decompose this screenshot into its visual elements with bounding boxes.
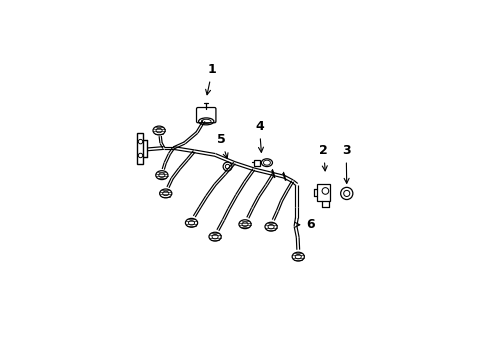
Text: 2: 2 xyxy=(319,144,328,171)
Text: 5: 5 xyxy=(217,133,228,158)
Text: 3: 3 xyxy=(342,144,350,183)
Text: 1: 1 xyxy=(206,63,217,95)
Text: 4: 4 xyxy=(255,120,264,152)
Text: 6: 6 xyxy=(295,218,315,231)
